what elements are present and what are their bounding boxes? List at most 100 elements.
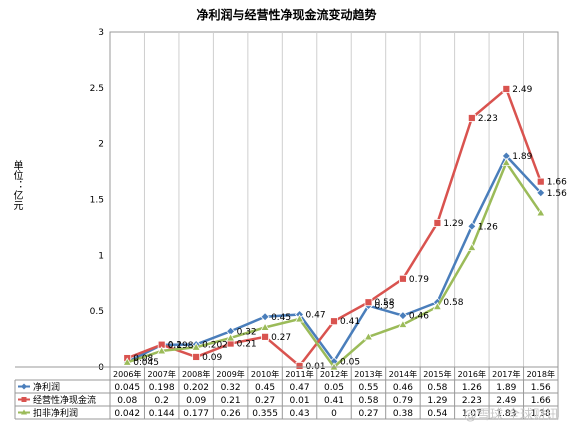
x-tick-label: 2018年 [527,369,555,379]
table-cell: 0.27 [358,409,378,419]
x-tick-label: 2008年 [182,369,210,379]
table-cell: 1.89 [496,383,516,393]
table-cell: 0.45 [255,383,275,393]
legend-marker [21,383,27,390]
data-point [225,333,236,342]
y-tick-label: 1.5 [90,196,104,206]
table-cell: 0.58 [427,383,447,393]
table-cell: 1.83 [496,409,516,419]
x-tick-label: 2013年 [354,369,382,379]
y-tick-label: 2 [98,140,104,150]
legend-marker [21,409,27,415]
data-label: 0.58 [443,298,463,308]
y-tick-label: 0 [98,363,104,373]
table-cell: 0.32 [221,383,241,393]
data-point [398,319,408,328]
data-point [330,317,338,326]
x-tick-label: 2016年 [458,369,486,379]
data-point [536,188,546,198]
data-point [432,301,443,311]
table-cell: 0.79 [393,396,413,406]
data-point [364,298,373,307]
table-cell: 0 [331,409,337,419]
y-tick-label: 3 [98,28,104,38]
data-point [433,219,442,227]
series-line-3 [126,161,542,369]
data-label: 1.26 [478,222,498,232]
table-cell: 1.29 [427,396,447,406]
data-label: 0.58 [374,298,394,308]
table-cell: 0.202 [183,383,209,393]
data-point [261,332,269,341]
data-point [363,332,374,341]
data-point [467,114,476,122]
data-label: 2.49 [512,85,532,95]
data-label: 0.55 [374,302,394,312]
data-label: 0.08 [133,354,153,364]
table-cell: 2.23 [462,396,482,406]
data-label: 0.05 [340,357,360,367]
data-label: 0.27 [271,333,291,343]
table-cell: 0.58 [358,396,378,406]
table-cell: 1.07 [462,409,482,419]
x-tick-label: 2014年 [389,369,417,379]
table-cell: 0.41 [324,396,344,406]
data-point [502,85,511,93]
table-cell: 1.66 [531,396,551,406]
table-cell: 0.355 [252,409,278,419]
x-tick-label: 2015年 [423,369,451,379]
data-label: 0.09 [202,353,222,363]
table-cell: 0.46 [393,383,413,393]
table-cell: 0.042 [114,409,140,419]
table-cell: 0.01 [290,396,310,406]
table-cell: 0.54 [427,409,447,419]
data-point [295,361,304,370]
data-label: 0.32 [237,327,257,337]
data-point [191,342,201,351]
table-cell: 1.38 [531,409,551,419]
table-cell: 0.43 [290,409,310,419]
data-point [501,157,511,167]
data-label: 1.89 [512,152,532,162]
legend-label: 经营性净现金流 [33,394,96,406]
data-point [157,346,167,355]
data-label: 0.46 [409,312,429,322]
table-cell: 0.27 [255,396,275,406]
data-label: 0.202 [202,340,228,350]
table-cell: 0.08 [117,396,137,406]
data-point [467,221,477,231]
x-tick-label: 2009年 [216,369,244,379]
x-tick-label: 2012年 [320,369,348,379]
y-tick-label: 2.5 [90,84,104,94]
table-cell: 0.198 [149,383,175,393]
table-cell: 1.56 [531,383,551,393]
legend-label: 扣非净利润 [33,407,78,419]
data-point [398,311,408,321]
data-label: 0.045 [133,358,159,368]
table-cell: 2.49 [496,396,516,406]
table-cell: 0.177 [183,409,209,419]
data-label: 0.47 [306,311,326,321]
table-cell: 0.38 [393,409,413,419]
data-point [467,242,477,251]
y-axis-label: 单位：亿元 [11,160,22,210]
data-point [192,353,201,361]
table-cell: 0.55 [358,383,378,393]
data-label: 0.198 [168,341,194,351]
data-label: 2.23 [478,114,498,124]
table-cell: 0.26 [221,409,241,419]
data-label: 0.21 [237,340,257,350]
series-line-1 [126,154,542,364]
y-tick-label: 0.5 [90,307,104,317]
data-label: 1.56 [547,189,567,199]
data-point [260,322,270,331]
x-tick-label: 2010年 [251,369,279,379]
data-point [536,208,546,217]
x-tick-label: 2011年 [285,369,313,379]
chart-title: 净利润与经营性净现金流变动趋势 [196,8,377,22]
data-point [536,177,545,186]
legend-marker [21,397,27,402]
table-cell: 0.045 [114,383,140,393]
table-cell: 0.2 [155,396,169,406]
